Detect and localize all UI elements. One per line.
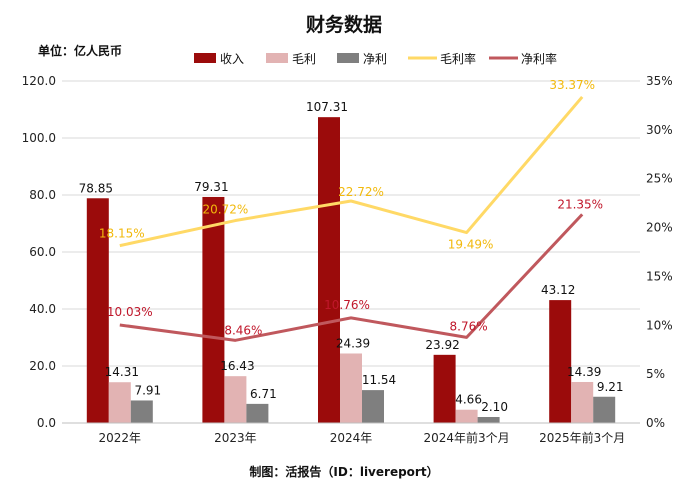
y2-tick-label: 10%	[646, 318, 673, 332]
line-value-label: 10.76%	[324, 298, 370, 312]
bar-0	[86, 198, 109, 423]
y2-tick-label: 5%	[646, 367, 665, 381]
bar-value-label: 23.92	[425, 338, 459, 352]
line-series-1	[119, 213, 584, 342]
bar-2	[246, 403, 269, 423]
bar-value-label: 7.91	[134, 383, 161, 397]
unit-label: 单位：亿人民币	[38, 43, 122, 58]
line-value-label: 20.72%	[203, 203, 249, 217]
bar-2	[477, 417, 500, 423]
line-value-label: 33.37%	[549, 78, 595, 92]
line-value-label: 21.35%	[557, 197, 603, 211]
line-value-label: 8.76%	[450, 319, 488, 333]
bar-2	[362, 390, 384, 423]
y-axis-left: 0.0 20.0 40.0 60.0 80.0 100.0 120.0	[22, 74, 56, 430]
bar-value-label: 43.12	[541, 283, 575, 297]
line-value-label: 8.46%	[224, 323, 262, 337]
y2-tick-label: 35%	[646, 74, 673, 88]
bar-value-label: 79.31	[194, 180, 228, 194]
bar-value-label: 107.31	[306, 100, 348, 114]
y-tick-label: 100.0	[22, 131, 56, 145]
y-tick-label: 60.0	[29, 245, 56, 259]
bar-1	[571, 381, 594, 423]
bar-value-label: 9.21	[597, 380, 624, 394]
line-value-label: 22.72%	[338, 185, 384, 199]
bar-value-label: 14.39	[567, 365, 601, 379]
legend-swatch	[337, 53, 359, 63]
line-value-label: 19.49%	[448, 238, 494, 252]
legend-label: 毛利率	[440, 51, 476, 66]
x-tick-label: 2022年	[99, 431, 142, 445]
legend: 收入 毛利 净利 毛利率 净利率	[194, 51, 557, 66]
legend-label: 净利率	[521, 51, 557, 66]
bar-1	[455, 409, 478, 423]
y2-tick-label: 25%	[646, 172, 673, 186]
bar-value-label: 24.39	[336, 336, 370, 350]
chart-title: 财务数据	[306, 13, 382, 36]
y2-tick-label: 0%	[646, 416, 665, 430]
y-tick-label: 20.0	[29, 359, 56, 373]
bar-1	[340, 353, 362, 423]
bar-2	[593, 396, 616, 423]
bar-0	[318, 117, 340, 423]
legend-swatch	[194, 53, 216, 63]
legend-label: 收入	[220, 52, 244, 66]
bar-0	[549, 300, 572, 423]
y-tick-label: 120.0	[22, 74, 56, 88]
x-tick-label: 2025年前3个月	[539, 430, 625, 445]
bar-1	[108, 382, 131, 423]
legend-label: 净利	[363, 52, 387, 66]
bar-1	[224, 376, 247, 423]
footer-credit: 制图：活报告（ID：livereport）	[249, 464, 438, 479]
bar-2	[130, 400, 153, 423]
bar-value-label: 11.54	[362, 373, 396, 387]
y2-tick-label: 15%	[646, 269, 673, 283]
bar-0	[433, 354, 456, 423]
y-axis-right: 0% 5% 10% 15% 20% 25% 30% 35%	[646, 74, 673, 430]
bar-value-label: 16.43	[220, 359, 254, 373]
bar-value-label: 4.66	[455, 393, 482, 407]
bar-value-label: 14.31	[105, 365, 139, 379]
y2-tick-label: 20%	[646, 221, 673, 235]
bar-value-label: 2.10	[481, 400, 508, 414]
bar-0	[202, 196, 225, 423]
legend-label: 毛利	[292, 52, 316, 66]
x-tick-label: 2024年前3个月	[424, 430, 510, 445]
line-series-0	[119, 95, 584, 248]
y-tick-label: 80.0	[29, 188, 56, 202]
bars: 78.85 14.31 7.91 79.31 16.43 6.71 107.31 24.39 1…	[79, 100, 624, 423]
x-axis: 2022年 2023年 2024年 2024年前3个月 2025年前3个月	[62, 422, 640, 445]
legend-swatch	[266, 53, 288, 63]
line-value-label: 10.03%	[107, 305, 153, 319]
bar-value-label: 78.85	[79, 181, 113, 195]
y2-tick-label: 30%	[646, 123, 673, 137]
x-tick-label: 2023年	[214, 431, 257, 445]
x-tick-label: 2024年	[330, 431, 373, 445]
lines: 18.15% 20.72% 22.72% 19.49% 33.37% 10.03% 8.46…	[99, 78, 603, 342]
y-tick-label: 40.0	[29, 302, 56, 316]
y-tick-label: 0.0	[37, 416, 56, 430]
bar-value-label: 6.71	[250, 387, 277, 401]
line-value-label: 18.15%	[99, 227, 145, 241]
